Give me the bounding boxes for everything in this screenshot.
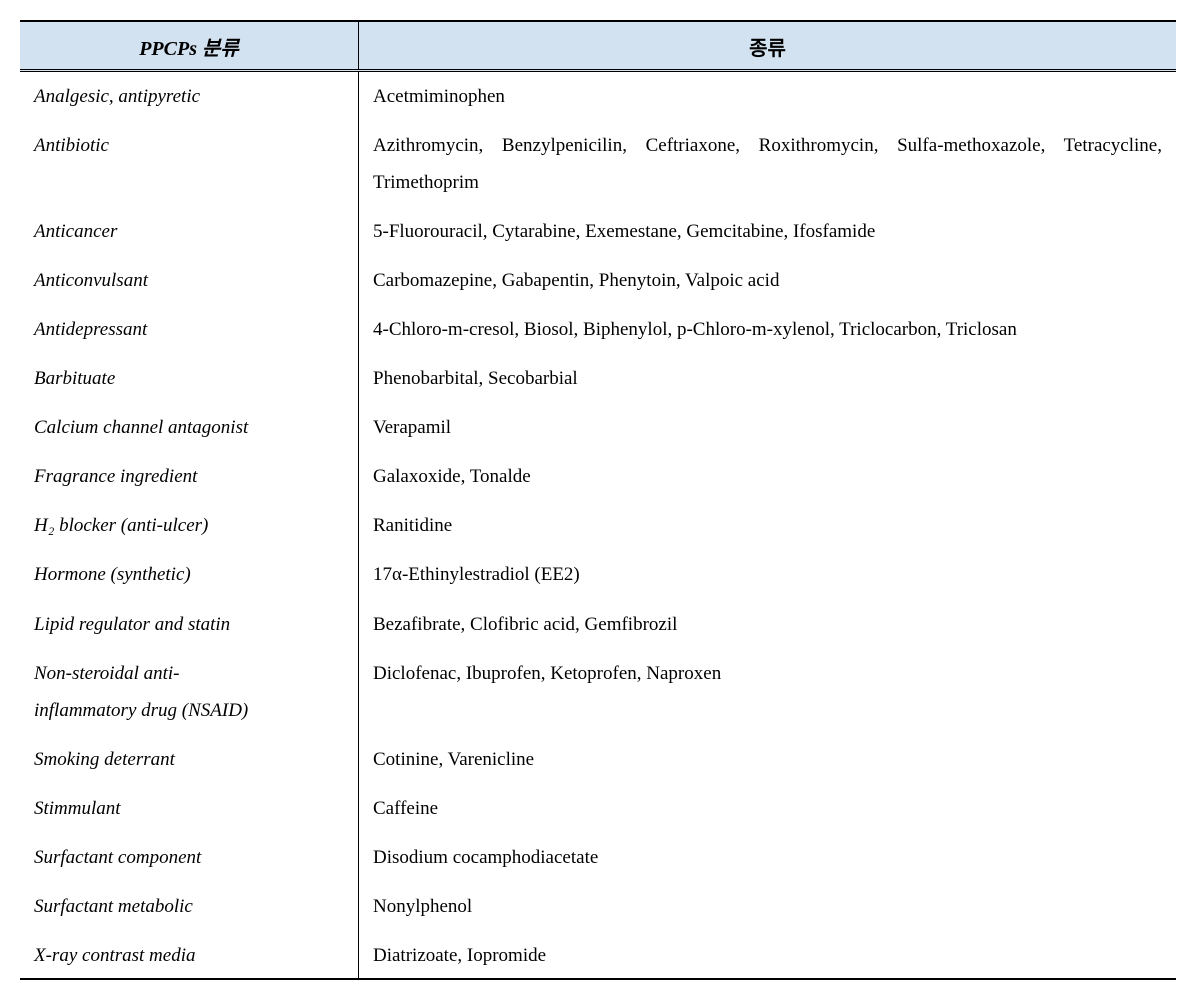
ppcps-table-container: PPCPs 분류 종류 Analgesic, antipyretic Acetm… [20,20,1176,980]
table-row: H₂ blocker (anti-ulcer) Ranitidine [20,501,1176,550]
cell-type: 17α-Ethinylestradiol (EE2) [359,550,1177,599]
cell-type: Diclofenac, Ibuprofen, Ketoprofen, Napro… [359,649,1177,735]
cell-category: Lipid regulator and statin [20,600,359,649]
header-type: 종류 [359,21,1177,71]
table-row: Non-steroidal anti- inflammatory drug (N… [20,649,1176,735]
cell-type: 5-Fluorouracil, Cytarabine, Exemestane, … [359,207,1177,256]
cell-category: X-ray contrast media [20,931,359,979]
cell-type: Galaxoxide, Tonalde [359,452,1177,501]
table-row: Hormone (synthetic) 17α-Ethinylestradiol… [20,550,1176,599]
cell-category: Non-steroidal anti- inflammatory drug (N… [20,649,359,735]
cell-type: 4-Chloro-m-cresol, Biosol, Biphenylol, p… [359,305,1177,354]
table-row: Surfactant metabolic Nonylphenol [20,882,1176,931]
cell-type: Caffeine [359,784,1177,833]
cell-type: Azithromycin, Benzylpenicilin, Ceftriaxo… [359,121,1177,207]
cell-type: Diatrizoate, Iopromide [359,931,1177,979]
ppcps-table: PPCPs 분류 종류 Analgesic, antipyretic Acetm… [20,20,1176,980]
cell-category: Anticonvulsant [20,256,359,305]
cell-category: Analgesic, antipyretic [20,71,359,122]
table-row: Barbituate Phenobarbital, Secobarbial [20,354,1176,403]
cell-category: H₂ blocker (anti-ulcer) [20,501,359,550]
header-category: PPCPs 분류 [20,21,359,71]
cell-category: Fragrance ingredient [20,452,359,501]
cell-category: Calcium channel antagonist [20,403,359,452]
table-row: Analgesic, antipyretic Acetmiminophen [20,71,1176,122]
cell-category: Barbituate [20,354,359,403]
table-row: Calcium channel antagonist Verapamil [20,403,1176,452]
table-row: Anticonvulsant Carbomazepine, Gabapentin… [20,256,1176,305]
cell-type: Verapamil [359,403,1177,452]
cell-type: Phenobarbital, Secobarbial [359,354,1177,403]
cell-type: Acetmiminophen [359,71,1177,122]
table-row: Stimmulant Caffeine [20,784,1176,833]
table-row: Lipid regulator and statin Bezafibrate, … [20,600,1176,649]
header-row: PPCPs 분류 종류 [20,21,1176,71]
cell-category: Antibiotic [20,121,359,207]
table-row: Antidepressant 4-Chloro-m-cresol, Biosol… [20,305,1176,354]
cell-category: Surfactant metabolic [20,882,359,931]
cell-category: Surfactant component [20,833,359,882]
table-row: Anticancer 5-Fluorouracil, Cytarabine, E… [20,207,1176,256]
cell-category: Hormone (synthetic) [20,550,359,599]
cell-type: Nonylphenol [359,882,1177,931]
cell-type: Bezafibrate, Clofibric acid, Gemfibrozil [359,600,1177,649]
table-row: Antibiotic Azithromycin, Benzylpenicilin… [20,121,1176,207]
cell-category: Stimmulant [20,784,359,833]
cell-type: Carbomazepine, Gabapentin, Phenytoin, Va… [359,256,1177,305]
table-row: Smoking deterrant Cotinine, Varenicline [20,735,1176,784]
cell-type: Disodium cocamphodiacetate [359,833,1177,882]
table-row: X-ray contrast media Diatrizoate, Ioprom… [20,931,1176,979]
cell-type: Cotinine, Varenicline [359,735,1177,784]
cell-category: Antidepressant [20,305,359,354]
table-row: Fragrance ingredient Galaxoxide, Tonalde [20,452,1176,501]
cell-category: Anticancer [20,207,359,256]
table-row: Surfactant component Disodium cocamphodi… [20,833,1176,882]
cell-type: Ranitidine [359,501,1177,550]
cell-category: Smoking deterrant [20,735,359,784]
